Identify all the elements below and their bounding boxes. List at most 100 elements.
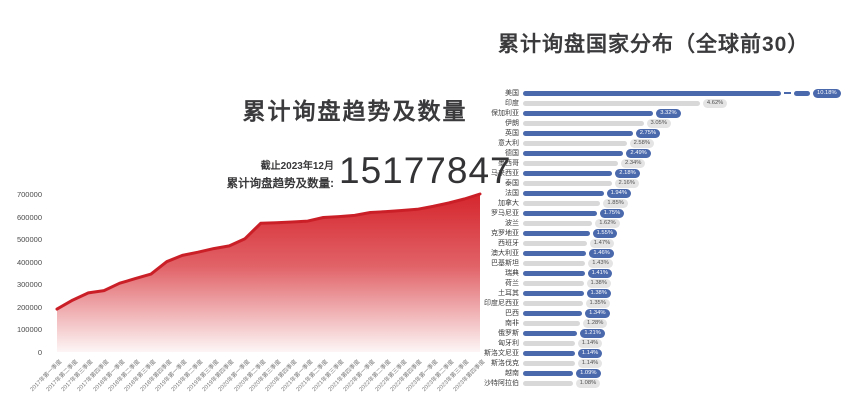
country-name: 巴基斯坦 (491, 260, 519, 267)
country-row: 澳大利亚 1.46% (455, 248, 852, 258)
country-name: 克罗地亚 (491, 230, 519, 237)
country-bar (523, 150, 624, 156)
axis-break-dash (784, 92, 791, 94)
country-name: 德国 (505, 150, 519, 157)
country-bar (523, 170, 613, 176)
y-tick-label: 600000 (16, 212, 42, 222)
value-pill: 2.34% (621, 158, 646, 168)
country-bar (523, 330, 578, 336)
country-row: 意大利 2.58% (455, 138, 852, 148)
value-pill: 1.35% (585, 298, 610, 308)
country-bar (523, 320, 580, 326)
country-row: 伊朗 3.05% (455, 118, 852, 128)
area-fill (57, 194, 480, 352)
country-bar (523, 110, 654, 116)
value-pill: 4.62% (702, 98, 728, 108)
country-name: 罗马尼亚 (491, 210, 519, 217)
value-pill: 1.85% (603, 198, 628, 208)
country-bar (523, 290, 584, 296)
value-pill: 1.46% (589, 248, 614, 258)
value-pill: 1.47% (589, 238, 615, 248)
area-chart (55, 192, 482, 352)
country-row: 印度尼西亚 1.35% (455, 298, 852, 308)
country-bar-chart: 美国 10.18% 印度 4.62% 保加利亚 3.32% 伊朗 3.05% 英国 2.75% 意大… (455, 88, 852, 388)
country-row: 加拿大 1.85% (455, 198, 852, 208)
value-pill: 10.18% (813, 88, 841, 98)
country-row: 巴基斯坦 1.43% (455, 258, 852, 268)
country-row: 克罗地亚 1.55% (455, 228, 852, 238)
value-pill: 2.75% (635, 128, 661, 138)
y-tick-label: 700000 (16, 190, 42, 199)
country-name: 土耳其 (498, 290, 519, 297)
country-name: 俄罗斯 (498, 330, 519, 337)
country-name: 越南 (505, 370, 519, 377)
y-tick-label: 100000 (16, 325, 42, 335)
value-pill: 2.58% (629, 138, 655, 148)
value-pill: 3.05% (646, 118, 671, 128)
country-name: 南非 (505, 320, 519, 327)
country-row: 匈牙利 1.14% (455, 338, 852, 348)
value-pill: 2.49% (626, 148, 651, 158)
country-bar (523, 120, 644, 126)
country-row: 斯洛伐克 1.14% (455, 358, 852, 368)
value-pill: 1.14% (577, 358, 603, 368)
country-name: 印度尼西亚 (484, 300, 519, 307)
value-pill: 1.94% (606, 188, 632, 198)
country-row: 越南 1.09% (455, 368, 852, 378)
total-inquiries-value: 15177847 (339, 150, 512, 191)
country-row: 罗马尼亚 1.75% (455, 208, 852, 218)
country-row: 土耳其 1.38% (455, 288, 852, 298)
country-name: 意大利 (498, 140, 519, 147)
value-pill: 1.62% (595, 218, 620, 228)
country-row: 印度 4.62% (455, 98, 852, 108)
value-pill: 3.32% (656, 108, 681, 118)
country-bar (523, 140, 627, 146)
country-bar (523, 370, 574, 376)
country-name: 墨西哥 (498, 160, 519, 167)
country-row: 俄罗斯 1.21% (455, 328, 852, 338)
country-name: 巴西 (505, 310, 519, 317)
value-pill: 1.38% (586, 278, 611, 288)
country-bar (523, 310, 583, 316)
country-row: 瑞典 1.41% (455, 268, 852, 278)
country-row: 波兰 1.62% (455, 218, 852, 228)
area-line (55, 192, 482, 311)
asof-date-label: 截止2023年12月 (260, 161, 334, 172)
country-name: 泰国 (505, 180, 519, 187)
country-name: 斯洛伐克 (491, 360, 519, 367)
country-bar (523, 270, 585, 276)
value-pill: 2.16% (614, 178, 639, 188)
country-row: 法国 1.94% (455, 188, 852, 198)
country-bar (523, 300, 583, 306)
country-name: 英国 (505, 130, 519, 137)
country-bar (523, 90, 781, 96)
country-row: 英国 2.75% (455, 128, 852, 138)
country-bar (523, 280, 584, 286)
country-bar (523, 240, 587, 246)
country-bar (523, 340, 575, 346)
country-row: 马来西亚 2.18% (455, 168, 852, 178)
country-bar (523, 250, 587, 256)
y-tick-label: 300000 (16, 280, 42, 290)
left-chart-title: 累计询盘趋势及数量 (242, 98, 468, 124)
y-tick-label: 200000 (16, 302, 42, 312)
y-tick-label: 400000 (16, 257, 42, 267)
value-pill: 2.18% (615, 168, 640, 178)
country-name: 加拿大 (498, 200, 519, 207)
total-inquiries-label: 累计询盘趋势及数量: (226, 178, 334, 190)
country-row: 泰国 2.16% (455, 178, 852, 188)
country-name: 荷兰 (505, 280, 519, 287)
country-name: 瑞典 (505, 270, 519, 277)
country-bar (523, 230, 590, 236)
country-row: 墨西哥 2.34% (455, 158, 852, 168)
country-row: 德国 2.49% (455, 148, 852, 158)
country-bar (523, 360, 575, 366)
country-bar (523, 210, 597, 216)
value-pill: 1.21% (580, 328, 605, 338)
country-name: 法国 (505, 190, 519, 197)
country-bar (523, 190, 604, 196)
country-name: 印度 (505, 100, 519, 107)
value-pill: 1.14% (577, 338, 603, 348)
country-row: 斯洛文尼亚 1.14% (455, 348, 852, 358)
